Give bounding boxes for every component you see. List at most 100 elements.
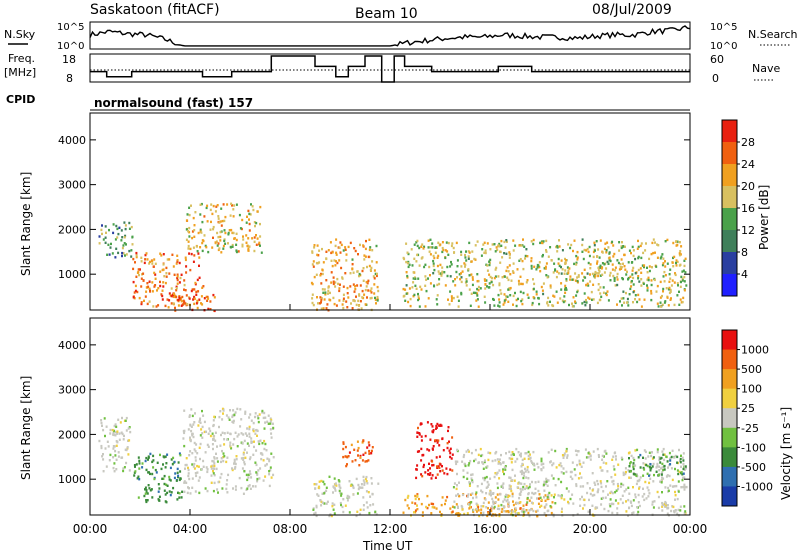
heatmap-cell	[555, 290, 558, 293]
heatmap-cell	[630, 280, 633, 283]
heatmap-cell	[524, 467, 526, 471]
heatmap-cell	[186, 491, 189, 495]
heatmap-cell	[211, 443, 214, 446]
heatmap-cell	[370, 296, 373, 300]
heatmap-cell	[177, 474, 180, 477]
heatmap-cell	[509, 286, 512, 290]
heatmap-cell	[418, 297, 420, 300]
heatmap-cell	[203, 234, 206, 237]
colorbar-tick-label: -25	[741, 422, 759, 435]
heatmap-cell	[194, 283, 197, 286]
heatmap-cell	[370, 291, 373, 294]
heatmap-cell	[634, 449, 637, 452]
heatmap-cell	[640, 271, 643, 274]
heatmap-cell	[138, 459, 141, 463]
colorbar-tick-label: 28	[741, 136, 755, 149]
heatmap-cell	[256, 434, 258, 437]
heatmap-cell	[575, 294, 578, 297]
heatmap-cell	[553, 493, 556, 496]
heatmap-cell	[484, 498, 487, 501]
heatmap-cell	[642, 456, 644, 459]
heatmap-cell	[102, 238, 105, 241]
heatmap-cell	[185, 238, 188, 241]
heatmap-cell	[431, 246, 434, 249]
heatmap-cell	[441, 469, 444, 472]
heatmap-cell	[325, 307, 328, 310]
heatmap-cell	[470, 493, 472, 496]
heatmap-cell	[252, 428, 255, 431]
heatmap-cell	[318, 480, 321, 483]
heatmap-cell	[483, 478, 486, 482]
heatmap-cell	[560, 282, 563, 285]
heatmap-cell	[242, 238, 245, 241]
heatmap-cell	[620, 297, 623, 300]
heatmap-cell	[377, 482, 380, 485]
heatmap-cell	[464, 265, 466, 268]
heatmap-cell	[177, 491, 179, 494]
heatmap-cell	[623, 265, 626, 268]
heatmap-cell	[136, 477, 139, 480]
heatmap-cell	[657, 305, 660, 308]
heatmap-cell	[120, 229, 123, 232]
heatmap-cell	[254, 412, 257, 415]
heatmap-cell	[365, 475, 368, 479]
heatmap-cell	[586, 272, 589, 275]
heatmap-cell	[556, 246, 559, 249]
heatmap-cell	[655, 470, 658, 473]
heatmap-cell	[407, 507, 410, 510]
heatmap-cell	[432, 264, 435, 268]
heatmap-cell	[475, 510, 478, 513]
heatmap-cell	[414, 276, 416, 279]
heatmap-cell	[354, 287, 357, 291]
x-axis-label: Time UT	[362, 539, 413, 553]
heatmap-cell	[526, 465, 529, 469]
heatmap-cell	[369, 246, 372, 249]
heatmap-cell	[632, 249, 635, 252]
heatmap-cell	[466, 512, 469, 515]
heatmap-cell	[216, 204, 219, 207]
heatmap-cell	[514, 507, 517, 510]
heatmap-cell	[193, 288, 196, 291]
heatmap-cell	[596, 479, 599, 483]
heatmap-cell	[417, 292, 419, 296]
heatmap-cell	[316, 244, 319, 247]
heatmap-cell	[656, 448, 659, 451]
heatmap-cell	[593, 241, 596, 244]
heatmap-cell	[235, 249, 238, 252]
heatmap-cell	[640, 305, 643, 308]
heatmap-cell	[434, 246, 437, 249]
heatmap-cell	[575, 483, 578, 486]
heatmap-cell	[112, 445, 115, 448]
heatmap-cell	[653, 500, 656, 503]
heatmap-cell	[599, 239, 602, 242]
heatmap-cell	[477, 505, 480, 509]
heatmap-cell	[218, 415, 221, 419]
heatmap-cell	[500, 239, 503, 243]
heatmap-cell	[252, 453, 255, 456]
heatmap-cell	[516, 268, 519, 271]
heatmap-cell	[352, 299, 355, 302]
heatmap-cell	[530, 257, 533, 260]
heatmap-cell	[342, 285, 345, 288]
heatmap-cell	[684, 271, 687, 274]
heatmap-cell	[652, 506, 655, 509]
heatmap-cell	[682, 452, 685, 455]
heatmap-cell	[652, 456, 655, 459]
heatmap-cell	[648, 492, 651, 495]
heatmap-cell	[241, 245, 244, 248]
heatmap-cell	[367, 289, 370, 292]
heatmap-cell	[207, 297, 210, 300]
heatmap-cell	[679, 285, 682, 288]
heatmap-cell	[334, 264, 337, 267]
heatmap-cell	[222, 203, 225, 206]
heatmap-cell	[328, 298, 331, 301]
heatmap-cell	[525, 509, 528, 512]
heatmap-cell	[649, 477, 652, 480]
heatmap-cell	[192, 260, 195, 263]
heatmap-cell	[683, 468, 686, 471]
heatmap-cell	[217, 215, 220, 218]
heatmap-cell	[565, 288, 568, 291]
heatmap-cell	[173, 460, 176, 464]
heatmap-cell	[199, 457, 201, 461]
heatmap-cell	[545, 503, 548, 506]
